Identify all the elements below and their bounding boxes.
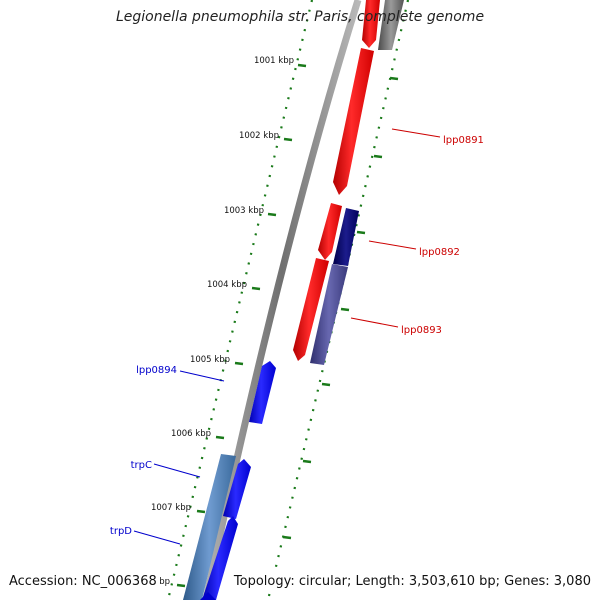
gene-gray xyxy=(378,0,404,50)
inner-tick xyxy=(282,535,292,540)
gene-label: lpp0892 xyxy=(419,247,460,258)
leader-line xyxy=(153,463,201,478)
gene-label: trpD xyxy=(110,526,132,537)
gene-lpp0891 xyxy=(333,48,374,195)
tick-label: 1007 kbp xyxy=(151,503,191,513)
major-tick xyxy=(297,63,307,68)
inner-tick xyxy=(302,459,312,464)
forward-strand-genes xyxy=(293,0,404,365)
gene-trpD xyxy=(202,516,238,600)
accession-text: Accession: NC_006368 xyxy=(9,574,159,589)
tick-label: 1003 kbp xyxy=(224,206,264,216)
inner-major-ticks xyxy=(282,76,399,540)
major-tick xyxy=(251,286,261,291)
gene-blue-bottom xyxy=(200,592,216,600)
map-title: Legionella pneumophila str. Paris, compl… xyxy=(115,9,485,25)
leader-line xyxy=(368,240,417,250)
major-tick xyxy=(196,509,206,514)
gene-label-group: lpp0891 lpp0892 lpp0893 lpp0894 trpC trp… xyxy=(110,128,484,545)
leader-line xyxy=(391,128,441,138)
reverse-strand-genes xyxy=(183,361,276,600)
gene-trpC xyxy=(183,454,236,600)
leader-line xyxy=(179,370,225,382)
leader-line xyxy=(133,530,181,545)
inner-tick xyxy=(389,76,399,81)
tick-label: 1002 kbp xyxy=(239,131,279,141)
tick-label: 1005 kbp xyxy=(190,355,230,365)
tick-label: 1004 kbp xyxy=(207,280,247,290)
gene-label: lpp0893 xyxy=(401,325,442,336)
gene-lpp0894 xyxy=(249,361,276,424)
inner-tick xyxy=(340,307,350,312)
inner-tick xyxy=(373,154,383,159)
inner-tick xyxy=(321,382,331,387)
major-ticks xyxy=(176,63,307,588)
tick-label: 1001 kbp xyxy=(254,56,294,66)
gene-label: trpC xyxy=(131,460,152,471)
major-tick xyxy=(215,435,225,440)
gene-lpp0893 xyxy=(310,264,348,365)
leader-line xyxy=(350,317,399,328)
gene-lpp0892 xyxy=(318,203,342,260)
gene-lpp0892-navy xyxy=(333,208,359,266)
gene-label: lpp0891 xyxy=(443,135,484,146)
gene-red xyxy=(362,0,380,48)
gene-lpp0893-red xyxy=(293,258,329,361)
gene-trpC-blue xyxy=(223,459,251,519)
major-tick xyxy=(267,212,277,217)
tick-label: 1006 kbp xyxy=(171,429,211,439)
topology-text: Topology: circular; Length: 3,503,610 bp… xyxy=(231,574,591,589)
inner-tick xyxy=(356,230,366,235)
major-tick xyxy=(176,583,186,588)
outer-tick-track xyxy=(166,0,314,600)
major-tick xyxy=(234,361,244,366)
gene-label: lpp0894 xyxy=(136,365,177,376)
major-tick xyxy=(283,137,293,142)
